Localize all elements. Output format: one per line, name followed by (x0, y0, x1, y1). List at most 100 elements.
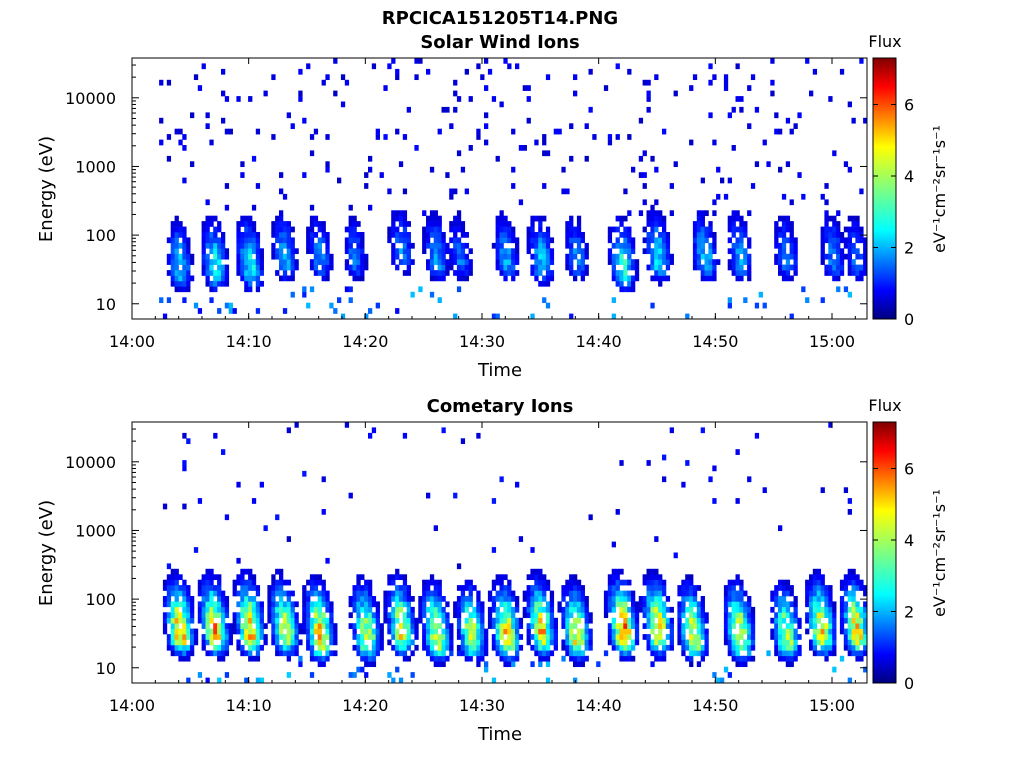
flux-pixel (170, 248, 175, 255)
flux-pixel (611, 639, 616, 646)
flux-pixel (646, 232, 651, 238)
flux-pixel (244, 286, 249, 293)
flux-pixel (615, 134, 620, 140)
flux-pixel (360, 601, 365, 608)
flux-pixel (685, 313, 690, 320)
flux-pixel (824, 628, 829, 635)
flux-pixel (402, 242, 408, 249)
flux-pixel (221, 650, 226, 657)
flux-pixel (584, 612, 589, 619)
flux-pixel (302, 590, 307, 597)
flux-pixel (557, 601, 562, 608)
flux-pixel (286, 112, 291, 119)
flux-pixel (190, 617, 195, 624)
flux-pixel (248, 264, 253, 271)
flux-pixel (692, 596, 698, 602)
flux-pixel (774, 259, 779, 265)
flux-pixel (166, 134, 172, 140)
flux-pixel (503, 253, 508, 260)
flux-pixel (820, 634, 825, 640)
flux-pixel (441, 264, 446, 271)
flux-pixel (526, 596, 531, 602)
flux-pixel (429, 215, 435, 222)
flux-pixel (847, 623, 852, 629)
flux-pixel (847, 596, 852, 602)
flux-pixel (182, 585, 187, 591)
flux-pixel (325, 590, 330, 597)
flux-pixel (805, 58, 810, 64)
flux-pixel (646, 639, 651, 646)
flux-pixel (700, 253, 705, 260)
flux-pixel (824, 232, 829, 238)
flux-pixel (422, 232, 427, 238)
flux-pixel (499, 650, 504, 657)
flux-pixel (538, 270, 543, 276)
flux-pixel (251, 617, 257, 624)
flux-pixel (739, 590, 744, 597)
flux-pixel (174, 650, 179, 657)
flux-pixel (321, 264, 326, 271)
flux-pixel (863, 623, 868, 629)
flux-pixel (251, 259, 257, 265)
flux-pixel (863, 644, 868, 651)
flux-pixel (584, 639, 589, 646)
flux-pixel (286, 655, 291, 662)
flux-pixel (851, 644, 856, 651)
flux-pixel (542, 596, 547, 602)
flux-pixel (839, 601, 845, 608)
flux-pixel (569, 123, 574, 130)
flux-pixel (549, 253, 555, 260)
flux-pixel (340, 313, 346, 320)
flux-pixel (248, 253, 253, 260)
flux-pixel (851, 226, 856, 233)
flux-pixel (402, 590, 408, 597)
flux-pixel (712, 275, 717, 282)
flux-pixel (542, 259, 547, 265)
flux-pixel (348, 215, 353, 222)
flux-pixel (487, 606, 493, 613)
flux-pixel (619, 568, 624, 575)
flux-pixel (325, 628, 330, 635)
flux-pixel (634, 264, 640, 271)
flux-pixel (662, 270, 667, 276)
flux-pixel (356, 574, 361, 581)
flux-pixel (789, 128, 794, 135)
flux-pixel (704, 650, 709, 657)
flux-pixel (391, 215, 396, 222)
flux-pixel (611, 644, 616, 651)
flux-pixel (356, 601, 361, 608)
flux-pixel (255, 242, 261, 249)
flux-pixel (476, 650, 481, 657)
flux-pixel (244, 606, 249, 613)
flux-pixel (573, 601, 578, 608)
flux-pixel (851, 639, 856, 646)
flux-pixel (669, 183, 674, 189)
flux-pixel (789, 313, 794, 320)
flux-pixel (534, 568, 539, 575)
flux-pixel (352, 601, 357, 608)
flux-pixel (561, 617, 566, 624)
flux-pixel (662, 128, 667, 135)
flux-pixel (468, 596, 473, 602)
flux-pixel (433, 650, 438, 657)
flux-pixel (735, 264, 740, 271)
flux-pixel (607, 606, 613, 613)
flux-pixel (530, 590, 535, 597)
flux-pixel (279, 612, 284, 619)
flux-pixel (692, 644, 698, 651)
flux-pixel (186, 264, 191, 271)
flux-pixel (793, 634, 798, 640)
flux-pixel (221, 596, 226, 602)
flux-pixel (843, 612, 849, 619)
flux-pixel (306, 302, 311, 309)
flux-pixel (515, 634, 520, 640)
flux-pixel (596, 661, 601, 668)
flux-pixel (309, 639, 315, 646)
flux-pixel (337, 297, 342, 304)
flux-pixel (429, 270, 435, 276)
flux-pixel (352, 221, 357, 227)
flux-pixel (642, 606, 647, 613)
flux-pixel (251, 232, 257, 238)
flux-pixel (549, 601, 555, 608)
flux-pixel (406, 639, 411, 646)
